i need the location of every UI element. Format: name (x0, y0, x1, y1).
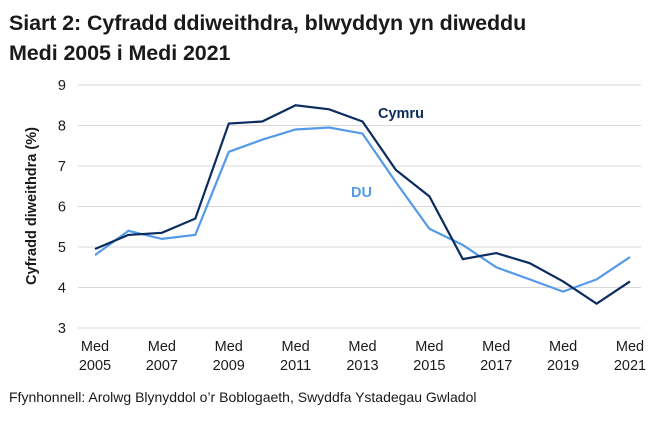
x-tick-label-month: Med (549, 339, 577, 355)
series-lines (94, 104, 631, 306)
x-tick-label-year: 2015 (413, 358, 445, 374)
y-tick-label: 7 (58, 159, 66, 175)
x-axis-ticks: Med 2005 Med 2007 Med 2009 Med 2011 Med 2013 Med 20… (79, 339, 646, 374)
y-tick-label: 5 (58, 240, 66, 256)
x-tick-label-year: 2013 (346, 358, 378, 374)
source-note: Ffynhonnell: Arolwg Blynyddol o’r Boblog… (9, 389, 477, 405)
chart-title-line2: Medi 2005 i Medi 2021 (9, 41, 231, 65)
y-axis-ticks: 3 4 5 6 7 8 9 (58, 78, 66, 337)
x-tick-label-month: Med (348, 339, 376, 355)
series-label-du: DU (351, 185, 372, 201)
series-labels: Cymru DU (351, 106, 424, 201)
x-tick-label-month: Med (148, 339, 176, 355)
x-tick-label-month: Med (215, 339, 243, 355)
x-tick-label-year: 2021 (614, 358, 646, 374)
series-line-cymru (94, 104, 631, 306)
y-tick-label: 9 (58, 78, 66, 94)
y-tick-label: 8 (58, 119, 66, 135)
y-tick-label: 4 (58, 281, 66, 297)
y-tick-label: 3 (58, 321, 66, 337)
chart-title-line1: Siart 2: Cyfradd ddiweithdra, blwyddyn y… (9, 11, 527, 35)
y-tick-label: 6 (58, 200, 66, 216)
x-tick-label-month: Med (415, 339, 443, 355)
x-tick-label-month: Med (616, 339, 644, 355)
x-tick-label-year: 2019 (547, 358, 579, 374)
gridlines (78, 84, 641, 329)
x-tick-label-month: Med (81, 339, 109, 355)
series-label-cymru: Cymru (378, 106, 424, 122)
y-axis-label: Cyfradd diweithdra (%) (24, 127, 40, 285)
x-tick-label-year: 2005 (79, 358, 111, 374)
x-tick-label-month: Med (282, 339, 310, 355)
chart-title: Siart 2: Cyfradd ddiweithdra, blwyddyn y… (9, 8, 526, 68)
x-tick-label-year: 2009 (213, 358, 245, 374)
x-tick-label-year: 2011 (280, 358, 311, 374)
series-line-du (94, 126, 631, 293)
x-tick-label-year: 2007 (146, 358, 178, 374)
x-tick-label-month: Med (482, 339, 510, 355)
x-tick-label-year: 2017 (480, 358, 512, 374)
